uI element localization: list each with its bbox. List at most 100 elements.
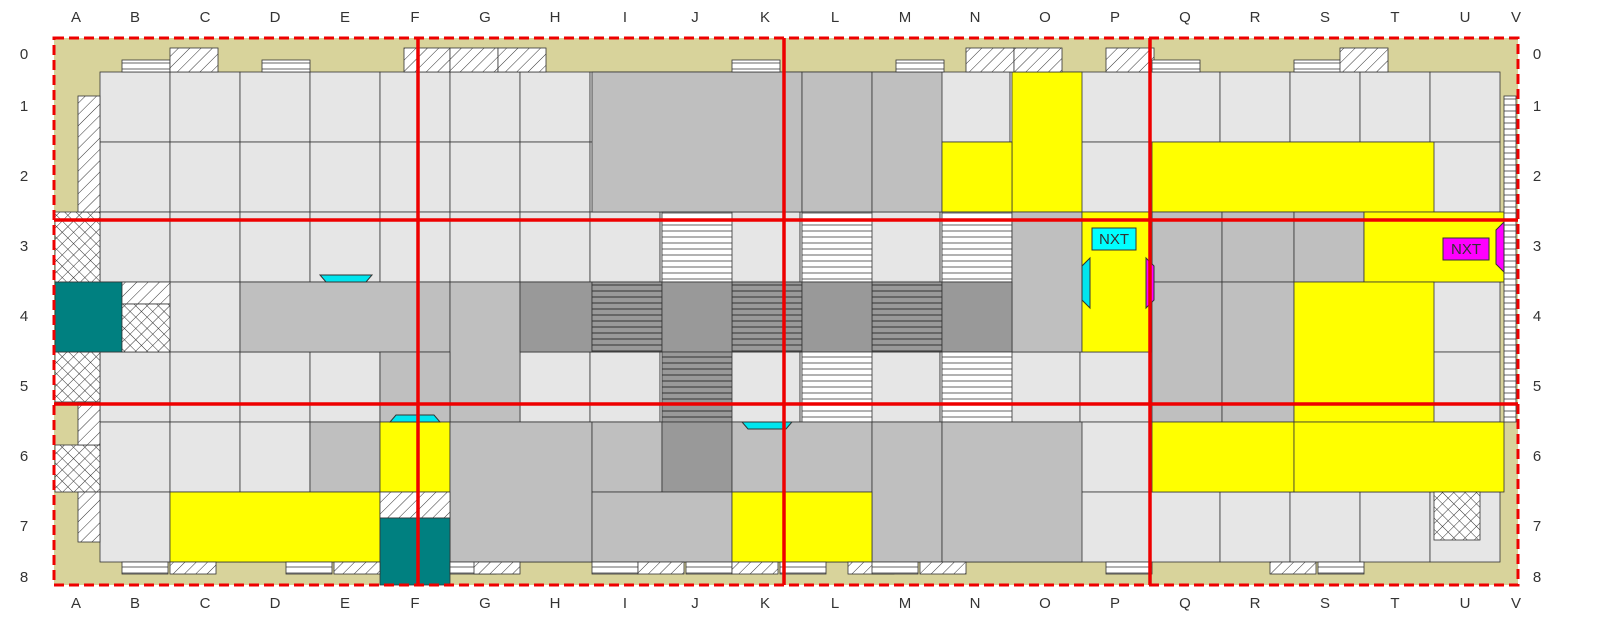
zone bbox=[871, 281, 943, 353]
cell bbox=[1359, 71, 1431, 143]
column-label: N bbox=[970, 9, 981, 26]
cell bbox=[519, 211, 591, 283]
row-label: 1 bbox=[20, 98, 28, 115]
cell bbox=[309, 351, 381, 423]
edge-tab bbox=[1013, 47, 1063, 73]
cell bbox=[729, 211, 801, 283]
zone bbox=[591, 491, 733, 563]
cell bbox=[1429, 141, 1501, 213]
edge-tab bbox=[1105, 47, 1155, 73]
row-label: 7 bbox=[1533, 518, 1541, 535]
column-label: D bbox=[270, 595, 281, 612]
zone bbox=[941, 211, 1013, 283]
cell bbox=[169, 141, 241, 213]
edge-tab bbox=[895, 59, 945, 73]
zone bbox=[1151, 211, 1223, 283]
column-label: P bbox=[1110, 595, 1120, 612]
zone bbox=[1221, 211, 1295, 283]
zone bbox=[54, 351, 101, 403]
cell bbox=[309, 141, 381, 213]
edge-tab bbox=[169, 47, 219, 73]
cell bbox=[869, 351, 941, 423]
zone bbox=[121, 303, 171, 353]
cell bbox=[169, 281, 241, 353]
cell bbox=[1149, 491, 1221, 563]
edge-tab bbox=[121, 561, 169, 575]
column-label: L bbox=[831, 9, 839, 26]
zone bbox=[449, 281, 521, 423]
zone bbox=[941, 351, 1013, 423]
zone bbox=[379, 351, 451, 423]
cell bbox=[1009, 351, 1081, 423]
column-label: G bbox=[479, 595, 491, 612]
cell bbox=[169, 421, 241, 493]
zone bbox=[54, 211, 101, 283]
cell bbox=[1289, 491, 1361, 563]
zone bbox=[731, 491, 873, 563]
cell bbox=[1079, 351, 1151, 423]
column-label: S bbox=[1320, 595, 1330, 612]
column-label: L bbox=[831, 595, 839, 612]
zone bbox=[1221, 281, 1295, 423]
column-label: K bbox=[760, 9, 770, 26]
cell bbox=[869, 211, 941, 283]
zone bbox=[77, 401, 101, 446]
zone bbox=[54, 444, 101, 493]
cell bbox=[1429, 351, 1501, 423]
marker-label: NXT bbox=[1451, 241, 1481, 258]
edge-tab bbox=[591, 561, 639, 575]
column-label: T bbox=[1390, 595, 1399, 612]
zone bbox=[801, 211, 873, 283]
zone bbox=[77, 491, 101, 543]
cell bbox=[519, 71, 591, 143]
zone bbox=[661, 421, 733, 493]
zone bbox=[121, 281, 171, 305]
cell bbox=[1079, 491, 1151, 563]
column-label: E bbox=[340, 595, 350, 612]
zone bbox=[731, 421, 873, 493]
zone bbox=[239, 281, 451, 353]
row-label: 1 bbox=[1533, 98, 1541, 115]
column-label: Q bbox=[1179, 9, 1191, 26]
zone bbox=[661, 281, 733, 353]
zone bbox=[871, 71, 943, 213]
zone bbox=[661, 211, 733, 283]
cell bbox=[729, 351, 801, 423]
cell bbox=[449, 141, 521, 213]
zone bbox=[591, 281, 663, 353]
cell bbox=[379, 71, 451, 143]
row-label: 6 bbox=[1533, 448, 1541, 465]
cell bbox=[379, 211, 451, 283]
zone bbox=[1293, 211, 1365, 283]
cell bbox=[1219, 71, 1291, 143]
column-label: R bbox=[1250, 595, 1261, 612]
edge-tab bbox=[121, 59, 171, 73]
edge-tab bbox=[779, 561, 827, 575]
cell bbox=[1429, 71, 1501, 143]
column-label: M bbox=[899, 595, 912, 612]
cell bbox=[1429, 281, 1501, 353]
row-label: 0 bbox=[20, 46, 28, 63]
zone bbox=[871, 421, 943, 563]
cell bbox=[239, 71, 311, 143]
teal-zone bbox=[379, 517, 451, 586]
cell bbox=[939, 71, 1011, 143]
door bbox=[1081, 256, 1091, 310]
edge-tab bbox=[1317, 561, 1365, 575]
cell bbox=[99, 71, 171, 143]
edge-tab bbox=[1269, 561, 1317, 575]
row-label: 8 bbox=[1533, 569, 1541, 586]
cell bbox=[589, 351, 661, 423]
cell bbox=[99, 351, 171, 423]
cell bbox=[169, 211, 241, 283]
zone bbox=[801, 351, 873, 423]
zone bbox=[801, 281, 873, 353]
zone bbox=[169, 491, 381, 563]
column-label: F bbox=[410, 595, 419, 612]
zone bbox=[661, 351, 733, 423]
column-label: C bbox=[200, 9, 211, 26]
edge-tab bbox=[1105, 561, 1153, 575]
edge-strip bbox=[1503, 95, 1517, 423]
zone bbox=[1151, 141, 1435, 213]
zone bbox=[77, 95, 101, 213]
